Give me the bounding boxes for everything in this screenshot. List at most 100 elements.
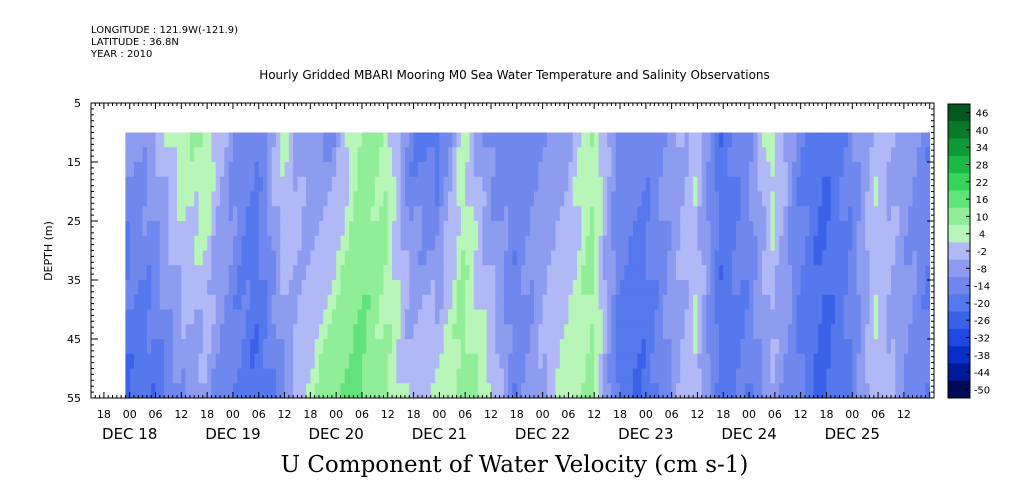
heatmap-cell (387, 191, 393, 207)
heatmap-cell (404, 309, 410, 325)
heatmap-cell (310, 176, 316, 192)
heatmap-cell (908, 280, 913, 296)
heatmap-cell (443, 324, 449, 340)
heatmap-cell (172, 339, 178, 355)
heatmap-cell (422, 132, 427, 148)
heatmap-cell (254, 132, 260, 148)
heatmap-cell (796, 206, 802, 222)
heatmap-cell (809, 383, 814, 399)
heatmap-cell (293, 309, 298, 325)
heatmap-cell (404, 265, 410, 281)
heatmap-cell (155, 280, 161, 296)
heatmap-cell (271, 221, 277, 237)
heatmap-cell (607, 353, 612, 369)
heatmap-cell (344, 235, 350, 251)
heatmap-cell (155, 294, 161, 310)
heatmap-cell (740, 162, 746, 178)
heatmap-cell (589, 339, 595, 355)
heatmap-cell (331, 383, 337, 399)
heatmap-cell (878, 162, 883, 178)
heatmap-cell (736, 324, 741, 340)
heatmap-cell (275, 324, 281, 340)
heatmap-cell (409, 250, 414, 266)
heatmap-cell (486, 309, 492, 325)
heatmap-cell (572, 191, 578, 207)
heatmap-cell (564, 280, 569, 296)
heatmap-cell (594, 250, 599, 266)
heatmap-cell (585, 368, 591, 384)
heatmap-cell (379, 309, 384, 325)
heatmap-cell (637, 235, 642, 251)
heatmap-cell (542, 353, 548, 369)
heatmap-cell (207, 383, 212, 399)
heatmap-cell (344, 339, 350, 355)
heatmap-cell (254, 309, 260, 325)
heatmap-cell (572, 265, 578, 281)
latitude-label: LATITUDE : 36.8N (91, 37, 179, 48)
heatmap-cell (865, 206, 870, 222)
heatmap-cell (361, 206, 367, 222)
heatmap-cell (473, 353, 479, 369)
heatmap-cell (921, 147, 926, 163)
x-day-label: DEC 19 (205, 425, 260, 443)
heatmap-cell (843, 176, 849, 192)
heatmap-cell (374, 250, 380, 266)
heatmap-cell (585, 221, 591, 237)
heatmap-cell (817, 132, 823, 148)
heatmap-cell (185, 324, 191, 340)
heatmap-cell (465, 309, 470, 325)
heatmap-cell (353, 221, 359, 237)
heatmap-cell (370, 265, 376, 281)
colorbar-label: 16 (976, 195, 989, 206)
heatmap-cell (224, 294, 230, 310)
heatmap-cell (628, 353, 634, 369)
heatmap-cell (654, 206, 660, 222)
heatmap-cell (817, 235, 823, 251)
heatmap-cell (809, 132, 814, 148)
heatmap-cell (624, 324, 630, 340)
heatmap-cell (680, 176, 685, 192)
heatmap-cell (400, 147, 406, 163)
heatmap-cell (620, 176, 625, 192)
heatmap-cell (490, 309, 496, 325)
heatmap-cell (379, 176, 384, 192)
heatmap-cell (220, 191, 225, 207)
heatmap-cell (809, 235, 814, 251)
heatmap-cell (770, 162, 776, 178)
heatmap-cell (671, 265, 677, 281)
heatmap-cell (327, 294, 333, 310)
heatmap-cell (318, 383, 324, 399)
heatmap-cell (452, 280, 457, 296)
heatmap-cell (482, 176, 488, 192)
heatmap-cell (693, 368, 698, 384)
heatmap-cell (908, 309, 913, 325)
heatmap-cell (516, 309, 522, 325)
heatmap-cell (301, 294, 307, 310)
heatmap-cell (125, 309, 131, 325)
heatmap-cell (714, 221, 720, 237)
heatmap-cell (534, 309, 539, 325)
heatmap-cell (667, 235, 673, 251)
heatmap-cell (211, 162, 217, 178)
heatmap-cell (263, 221, 268, 237)
heatmap-cell (439, 324, 445, 340)
heatmap-cell (164, 265, 169, 281)
heatmap-cell (546, 309, 552, 325)
heatmap-cell (895, 368, 900, 384)
heatmap-cell (185, 339, 191, 355)
heatmap-cell (357, 250, 363, 266)
heatmap-cell (693, 132, 698, 148)
heatmap-cell (318, 162, 324, 178)
heatmap-cell (456, 368, 462, 384)
heatmap-cell (559, 176, 565, 192)
heatmap-cell (714, 132, 720, 148)
heatmap-cell (314, 294, 320, 310)
heatmap-cell (361, 132, 367, 148)
heatmap-cell (684, 235, 690, 251)
heatmap-cell (499, 353, 505, 369)
heatmap-cell (374, 147, 380, 163)
heatmap-cell (611, 280, 617, 296)
heatmap-cell (232, 368, 238, 384)
heatmap-cell (245, 221, 251, 237)
heatmap-cell (512, 206, 518, 222)
